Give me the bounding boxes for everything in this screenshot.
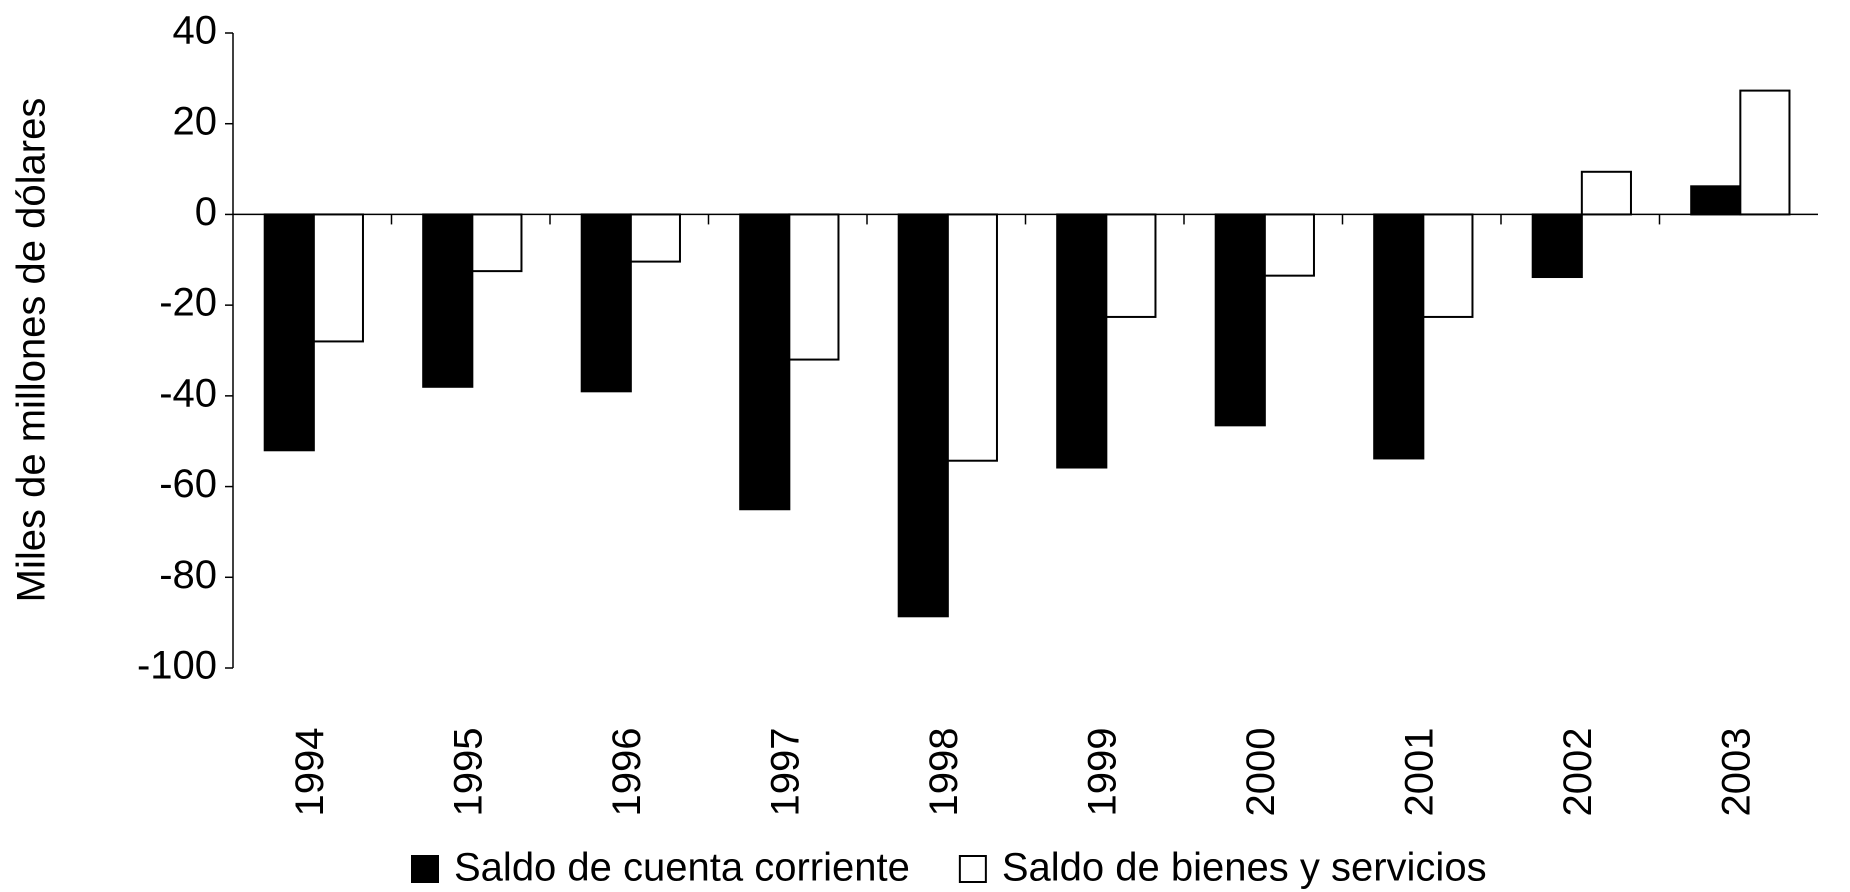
y-tick-label: -100	[137, 644, 217, 688]
bar	[1580, 170, 1632, 216]
bar	[1739, 89, 1791, 216]
y-tick-label: -60	[159, 462, 217, 506]
y-tick-label: 40	[173, 9, 218, 53]
x-tick-label: 2003	[1714, 728, 1758, 817]
y-tick-label: -20	[159, 281, 217, 325]
bar	[788, 213, 840, 361]
x-tick-label: 1999	[1080, 728, 1124, 817]
bar	[1531, 213, 1583, 279]
bar	[1690, 185, 1742, 216]
legend-swatch	[958, 855, 987, 883]
x-tick-label: 2002	[1556, 728, 1600, 817]
x-tick-label: 1994	[288, 728, 332, 817]
x-tick-label: 1995	[446, 728, 490, 817]
y-tick-label: 0	[195, 190, 217, 234]
y-axis-label: Miles de millones de dólares	[10, 98, 54, 603]
bar	[580, 213, 632, 393]
y-tick-label: -40	[159, 371, 217, 415]
bar	[1422, 213, 1474, 318]
bar	[739, 213, 791, 511]
bar	[1214, 213, 1266, 427]
x-tick-label: 2001	[1397, 728, 1441, 817]
y-tick-label: 20	[173, 99, 218, 143]
legend-label: Saldo de cuenta corriente	[454, 846, 910, 890]
bar	[263, 213, 315, 452]
bar	[1105, 213, 1157, 318]
bar	[946, 213, 998, 462]
bar	[312, 213, 364, 343]
x-tick-label: 1998	[922, 728, 966, 817]
x-tick-label: 2000	[1239, 728, 1283, 817]
bar	[897, 213, 949, 618]
bar	[1373, 213, 1425, 460]
bar	[1263, 213, 1315, 277]
y-tick-label: -80	[159, 553, 217, 597]
x-tick-label: 1996	[605, 728, 649, 817]
x-tick-label: 1997	[763, 728, 807, 817]
bar	[422, 213, 474, 388]
bar	[1056, 213, 1108, 469]
legend-swatch	[411, 855, 439, 883]
bar	[629, 213, 681, 263]
legend-label: Saldo de bienes y servicios	[1002, 846, 1487, 890]
bar	[471, 213, 523, 273]
